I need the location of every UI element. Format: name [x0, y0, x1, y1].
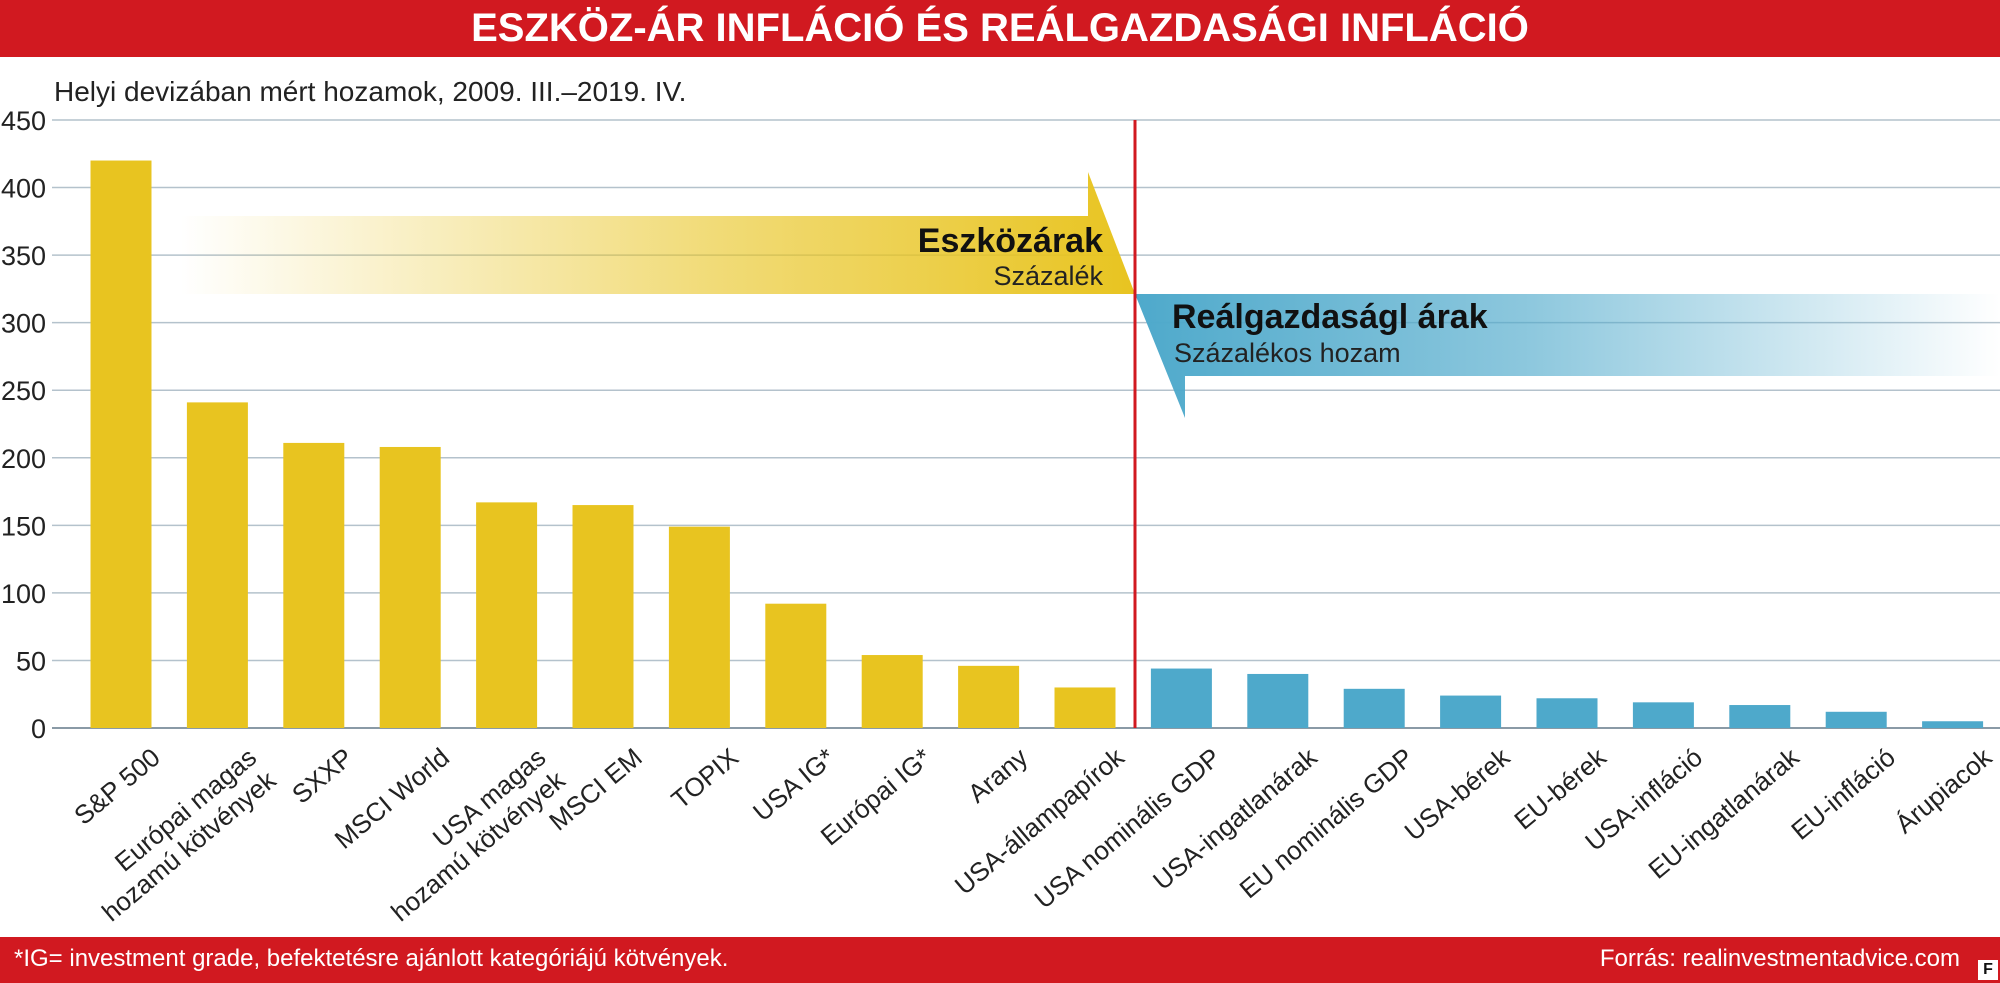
- real-annotation-subtitle: Százalékos hozam: [1174, 338, 1401, 368]
- x-tick-label-line: EU nominális GDP: [1234, 742, 1419, 904]
- annotation-arrows: [180, 120, 2000, 728]
- bar: [668, 526, 730, 728]
- bar: [1440, 695, 1502, 728]
- x-tick-label-line: USA-bérek: [1399, 741, 1516, 846]
- x-tick-label: S&P 500: [68, 742, 166, 831]
- asset-arrow: [180, 172, 1135, 294]
- bar: [90, 160, 152, 729]
- x-tick-label-line: USA nominális GDP: [1029, 742, 1227, 915]
- bar: [572, 505, 634, 728]
- real-arrow: [1135, 294, 2000, 418]
- x-tick-label-line: Arany: [962, 742, 1033, 809]
- bar: [1632, 702, 1694, 728]
- bar: [283, 442, 345, 728]
- y-tick-label: 250: [1, 376, 46, 406]
- x-tick-label: EU nominális GDP: [1234, 742, 1419, 904]
- bar: [1922, 721, 1984, 728]
- bar: [1536, 698, 1598, 728]
- x-tick-label-line: EU-infláció: [1785, 742, 1901, 846]
- x-tick-label: USA-bérek: [1399, 741, 1516, 846]
- y-tick-label: 200: [1, 444, 46, 474]
- x-tick-label: USA-ingatlanárak: [1147, 741, 1323, 896]
- y-tick-label: 150: [1, 511, 46, 541]
- footnote: *IG= investment grade, befektetésre aján…: [14, 945, 729, 972]
- y-tick-label: 450: [1, 106, 46, 136]
- y-axis-ticks: 0 50 100 150 200 250 300 350 400 450: [1, 106, 46, 744]
- x-tick-label: Árupiacok: [1889, 741, 1998, 839]
- x-tick-label: EU-infláció: [1785, 742, 1901, 846]
- x-tick-label-line: TOPIX: [665, 742, 744, 815]
- footer-bar: [0, 937, 2000, 983]
- x-tick-label: USA magashozamú kötvények: [366, 741, 571, 927]
- x-tick-label: SXXP: [286, 742, 358, 810]
- bar: [1343, 688, 1405, 728]
- chart-title: ESZKÖZ-ÁR INFLÁCIÓ ÉS REÁLGAZDASÁGI INFL…: [471, 6, 1529, 50]
- title-bar: ESZKÖZ-ÁR INFLÁCIÓ ÉS REÁLGAZDASÁGI INFL…: [0, 0, 2000, 57]
- x-tick-label: TOPIX: [665, 742, 744, 815]
- x-tick-label-line: USA-ingatlanárak: [1147, 741, 1323, 896]
- bar: [476, 502, 538, 728]
- y-tick-label: 100: [1, 579, 46, 609]
- x-tick-label: USA IG*: [747, 742, 840, 827]
- x-tick-label-line: SXXP: [286, 742, 358, 810]
- bar: [1247, 673, 1309, 728]
- y-tick-label: 300: [1, 309, 46, 339]
- x-tick-label-line: USA IG*: [747, 742, 840, 827]
- y-tick-label: 350: [1, 241, 46, 271]
- real-annotation-title: Reálgazdaságl árak: [1172, 298, 1488, 336]
- x-tick-label-line: S&P 500: [68, 742, 166, 831]
- bar: [379, 446, 441, 728]
- bar-chart: 0 50 100 150 200 250 300 350 400 450 Eszközárak S…: [1, 106, 2000, 927]
- bar: [186, 402, 248, 728]
- publisher-logo: F: [1978, 960, 1998, 980]
- y-tick-label: 50: [16, 646, 46, 676]
- bar: [861, 655, 923, 728]
- bar: [1729, 705, 1791, 728]
- y-tick-label: 0: [31, 714, 46, 744]
- x-tick-label-line: USA-állampapírok: [949, 741, 1131, 900]
- x-tick-label: USA-állampapírok: [949, 741, 1131, 900]
- y-tick-label: 400: [1, 174, 46, 204]
- bar: [1054, 687, 1116, 728]
- x-tick-label: Arany: [962, 742, 1033, 809]
- asset-annotation-subtitle: Százalék: [993, 261, 1103, 291]
- bars: [90, 160, 1984, 729]
- bar: [1825, 711, 1887, 728]
- bar: [1150, 668, 1212, 728]
- source-credit: Forrás: realinvestmentadvice.com: [1599, 945, 1960, 972]
- chart-subtitle: Helyi devizában mért hozamok, 2009. III.…: [54, 76, 687, 107]
- x-tick-label-line: Árupiacok: [1889, 741, 1998, 839]
- bar: [958, 665, 1020, 728]
- x-tick-label: USA nominális GDP: [1029, 742, 1227, 915]
- asset-annotation-title: Eszközárak: [918, 222, 1103, 260]
- bar: [765, 603, 827, 728]
- x-tick-label: Európai magashozamú kötvények: [77, 741, 282, 927]
